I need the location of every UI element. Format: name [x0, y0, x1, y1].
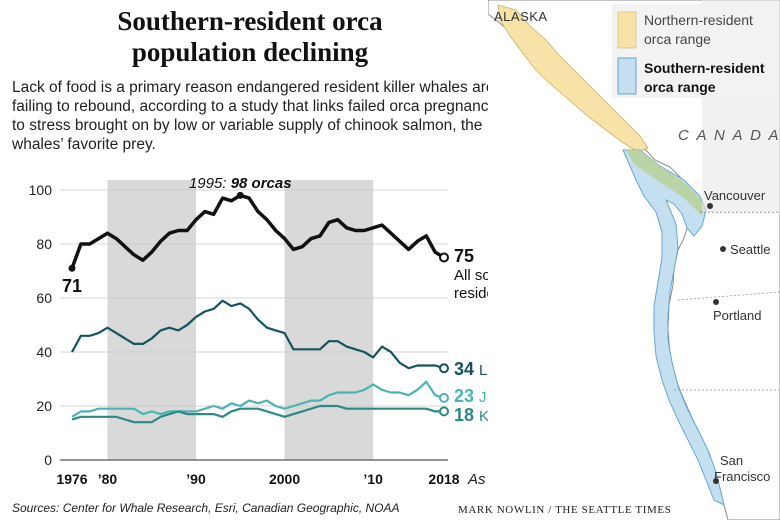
legend-southern-line-2: orca range: [644, 79, 716, 95]
y-tick-label-80: 80: [36, 236, 52, 252]
city-san-francisco: San Francisco: [713, 453, 770, 484]
region-label-canada: C A N A D A: [678, 127, 780, 144]
x-tick-label-1976: 1976: [56, 471, 87, 487]
x-tick-label-1990: ’90: [186, 471, 206, 487]
city-label-portland: Portland: [713, 308, 761, 323]
state-border: [677, 291, 780, 301]
peak-annotation: 1995: 98 orcas: [189, 175, 292, 192]
city-label-san: San: [720, 453, 743, 468]
end-label-kpod: 18: [454, 405, 479, 425]
end-label-lpod: 34: [454, 359, 479, 379]
credit-line: MARK NOWLIN / THE SEATTLE TIMES: [458, 504, 672, 516]
chart-subtitle: Lack of food is a primary reason endange…: [12, 79, 509, 153]
chart-title-line-1: Southern-resident orca: [117, 6, 383, 36]
map-legend: Northern-resident orca range Southern-re…: [612, 4, 778, 98]
salish-sea-overlap: [626, 150, 706, 214]
peak-annotation-value: 98 orcas: [231, 175, 292, 192]
northern-resident-range: [497, 4, 649, 153]
y-tick-label-40: 40: [36, 344, 52, 360]
series-lines: [68, 193, 449, 424]
series-line-jpod: [71, 380, 445, 418]
city-vancouver: Vancouver: [704, 188, 766, 209]
series-end-marker-lpod: [439, 363, 449, 374]
x-tick-label-1980: ’80: [98, 471, 118, 487]
legend-northern-line-2: orca range: [644, 31, 711, 47]
x-tick-label-2018: 2018: [428, 471, 459, 487]
x-tick-label-2010: ’10: [363, 471, 383, 487]
y-tick-label-100: 100: [29, 182, 53, 198]
orca-range-map: Northern-resident orca range Southern-re…: [488, 0, 780, 520]
series-end-marker-kpod: [439, 406, 449, 417]
city-dot-san-francisco: [713, 478, 719, 484]
y-axis: 0 20 40 60 80 100: [29, 182, 53, 468]
end-label-jpod: 23: [454, 386, 479, 406]
y-tick-label-0: 0: [44, 452, 52, 468]
city-dot-portland: [713, 299, 719, 305]
y-tick-label-20: 20: [36, 398, 52, 414]
series-end-marker-all: [439, 252, 449, 263]
city-label-seattle: Seattle: [730, 242, 770, 257]
city-dot-seattle: [720, 246, 726, 252]
series-line-all: [70, 193, 445, 269]
region-label-alaska: ALASKA: [494, 9, 548, 24]
city-seattle: Seattle: [720, 242, 770, 257]
city-portland: Portland: [713, 299, 761, 323]
southern-resident-range: [622, 149, 725, 506]
legend-box: [612, 4, 778, 98]
city-label-francisco: Francisco: [714, 469, 770, 484]
series-line-kpod: [71, 404, 444, 424]
series-end-marker-jpod: [439, 392, 449, 403]
source-note: Sources: Center for Whale Research, Esri…: [12, 501, 400, 515]
end-label-all: 75: [454, 246, 474, 266]
series-start-marker-all: [68, 264, 76, 272]
peak-marker: [236, 191, 244, 199]
series-line-lpod: [71, 299, 445, 370]
city-label-vancouver: Vancouver: [704, 188, 766, 203]
start-label-all: 71: [62, 276, 82, 296]
chart-title: Southern-resident orca population declin…: [0, 6, 500, 68]
x-tick-label-2000: 2000: [269, 471, 300, 487]
legend-southern-line-1: Southern-resident: [644, 60, 765, 76]
legend-northern-line-1: Northern-resident: [644, 12, 753, 28]
chart-title-line-2: population declining: [131, 37, 369, 67]
city-dot-vancouver: [707, 203, 713, 209]
peak-annotation-year: 1995:: [189, 175, 231, 192]
legend-swatch-northern: [617, 11, 637, 49]
y-tick-label-60: 60: [36, 290, 52, 306]
legend-swatch-southern: [617, 57, 637, 95]
